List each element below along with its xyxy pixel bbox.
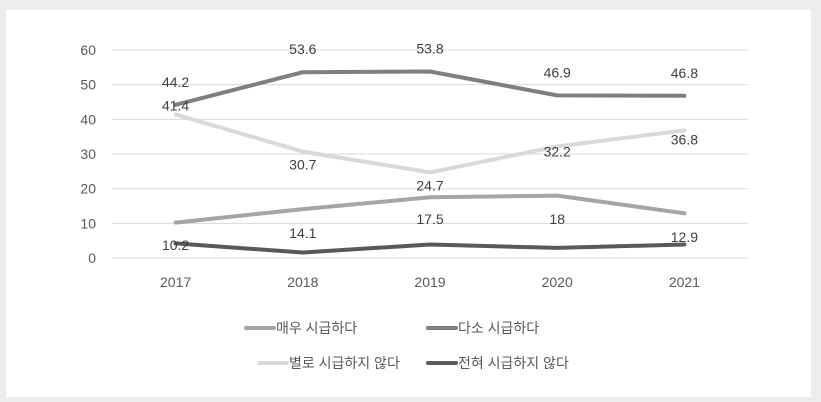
y-tick-label: 10 xyxy=(80,215,96,231)
data-label: 17.5 xyxy=(416,211,443,227)
data-point xyxy=(682,94,686,98)
data-label: 36.8 xyxy=(671,131,698,147)
data-point xyxy=(174,103,178,107)
y-tick-label: 30 xyxy=(80,146,96,162)
data-point xyxy=(301,250,305,254)
data-label: 53.8 xyxy=(416,40,443,56)
data-label: 32.2 xyxy=(544,143,571,159)
data-point xyxy=(682,211,686,215)
data-label: 18 xyxy=(549,211,565,227)
data-point xyxy=(428,69,432,73)
data-label: 44.2 xyxy=(162,74,189,90)
data-point xyxy=(682,242,686,246)
x-tick-label: 2020 xyxy=(542,274,573,290)
y-tick-label: 40 xyxy=(80,111,96,127)
data-label: 46.9 xyxy=(544,64,571,80)
data-point xyxy=(428,170,432,174)
data-point xyxy=(555,93,559,97)
data-label: 41.4 xyxy=(162,97,189,113)
data-point xyxy=(555,246,559,250)
data-label: 12.9 xyxy=(671,229,698,245)
data-point xyxy=(682,128,686,132)
data-point xyxy=(301,207,305,211)
data-point xyxy=(555,194,559,198)
legend-label: 전혀 시급하지 않다 xyxy=(458,355,569,371)
data-point xyxy=(174,112,178,116)
y-tick-label: 60 xyxy=(80,42,96,58)
data-point xyxy=(301,150,305,154)
legend-label: 매우 시급하다 xyxy=(276,320,357,336)
data-label: 24.7 xyxy=(416,177,443,193)
y-tick-label: 50 xyxy=(80,77,96,93)
x-tick-label: 2017 xyxy=(160,274,191,290)
data-label: 46.8 xyxy=(671,65,698,81)
chart-frame: 0 10 20 30 40 50 60 2017 2018 2019 2020 2021 10.2 1… xyxy=(6,10,811,397)
data-point xyxy=(555,144,559,148)
y-tick-label: 0 xyxy=(88,250,96,266)
data-label: 30.7 xyxy=(289,157,316,173)
data-point xyxy=(428,242,432,246)
data-label: 10.2 xyxy=(162,237,189,253)
data-point xyxy=(174,241,178,245)
data-label: 53.6 xyxy=(289,41,316,57)
legend-label: 별로 시급하지 않다 xyxy=(289,355,400,371)
data-point xyxy=(174,221,178,225)
data-point xyxy=(428,195,432,199)
y-tick-label: 20 xyxy=(80,181,96,197)
x-tick-label: 2021 xyxy=(669,274,700,290)
data-point xyxy=(301,70,305,74)
line-chart: 0 10 20 30 40 50 60 2017 2018 2019 2020 2021 10.2 1… xyxy=(80,40,748,371)
legend-label: 다소 시급하다 xyxy=(458,320,539,336)
series-line-1 xyxy=(173,69,687,107)
series-line-2 xyxy=(173,112,687,175)
x-tick-label: 2018 xyxy=(287,274,318,290)
data-label: 14.1 xyxy=(289,225,316,241)
x-tick-label: 2019 xyxy=(414,274,445,290)
